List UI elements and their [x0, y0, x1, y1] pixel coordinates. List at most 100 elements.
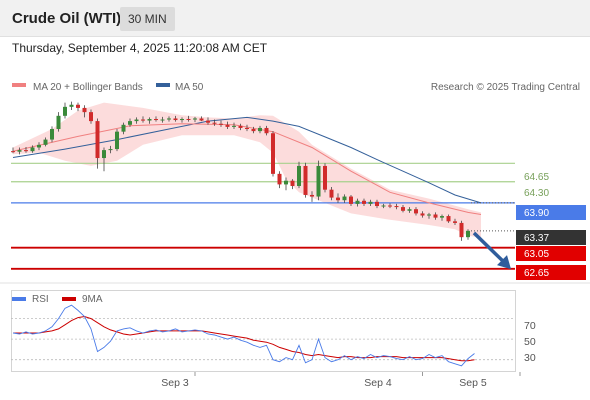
candle-body [401, 207, 405, 211]
level-label-63-37: 63.37 [524, 233, 549, 244]
candle-body [108, 149, 113, 151]
candle-body [336, 197, 340, 201]
candle-body [160, 119, 165, 121]
candle-body [238, 125, 243, 128]
candle-body [271, 133, 275, 174]
ma50-legend-swatch [156, 83, 170, 87]
rsi-tick-30: 30 [524, 352, 536, 364]
candle-body [297, 165, 301, 186]
rsi-legend-swatch [12, 297, 26, 301]
candle-body [349, 196, 353, 204]
candle-body [407, 209, 412, 211]
candle-body [466, 230, 470, 238]
candle-body [329, 189, 334, 198]
candle-body [375, 201, 379, 207]
rsi-plot [11, 304, 521, 376]
candle-body [368, 201, 373, 204]
candle-body [316, 165, 321, 197]
candle-body [433, 214, 438, 218]
candle-body [362, 200, 366, 204]
instrument-title: Crude Oil (WTI) [12, 10, 122, 27]
rsi-ma-line [13, 315, 475, 362]
candle-body [141, 119, 145, 121]
ma20-line [12, 123, 482, 215]
candle-body [121, 124, 126, 132]
candle-body [186, 118, 191, 120]
candle-body [323, 165, 327, 190]
candle-body [440, 216, 444, 218]
level-label-64-65: 64.65 [524, 172, 549, 183]
candle-body [355, 200, 360, 204]
last-price-tag [516, 230, 586, 245]
candle-body [11, 151, 15, 153]
candle-body [342, 196, 347, 201]
candle-body [414, 209, 418, 214]
candle-body [115, 131, 119, 150]
candle-body [173, 118, 178, 121]
level-label-62-65: 62.65 [524, 268, 549, 279]
level-label-63-05: 63.05 [524, 249, 549, 260]
x-tick-sep4: Sep 4 [364, 377, 392, 389]
bollinger-band [13, 102, 481, 238]
candle-body [167, 118, 171, 120]
candle-body [134, 119, 139, 122]
candle-body [43, 139, 48, 145]
candle-body [381, 205, 386, 207]
candle-body [459, 222, 464, 238]
candle-body [284, 180, 288, 185]
x-tick-sep5: Sep 5 [459, 377, 487, 389]
ma20-legend-swatch [12, 83, 26, 87]
candle-body [76, 104, 80, 108]
candle-body [147, 118, 152, 121]
x-tick-sep3: Sep 3 [161, 377, 189, 389]
candle-body [206, 120, 210, 123]
candle-body [446, 216, 451, 222]
candle-body [50, 129, 54, 140]
candle-body [24, 150, 28, 152]
candle-body [193, 118, 197, 120]
candle-body [154, 118, 158, 121]
support2-level-tag [516, 265, 586, 280]
price-plot [11, 101, 515, 270]
candle-body [63, 106, 67, 116]
candle-body [245, 127, 249, 130]
watermark: Research © 2025 Trading Central [431, 82, 580, 93]
candle-body [180, 118, 184, 121]
candle-body [232, 125, 236, 127]
rsi-line [12, 304, 475, 367]
candle-body [69, 104, 74, 107]
candle-body [212, 122, 217, 124]
rsi-legend-label: RSI [32, 294, 49, 305]
candle-body [89, 112, 93, 122]
candle-body [310, 194, 314, 197]
ma50-line [12, 116, 482, 204]
ma20-legend-label: MA 20 + Bollinger Bands [33, 82, 143, 93]
candle-body [30, 147, 35, 152]
pivot-level-tag [516, 205, 586, 220]
timeframe-button[interactable]: 30 MIN [120, 7, 175, 31]
candle-body [388, 205, 392, 207]
candle-body [37, 144, 41, 148]
rsi-tick-70: 70 [524, 320, 536, 332]
candle-body [17, 150, 22, 152]
level-label-63-90: 63.90 [524, 208, 549, 219]
rsi-panel-frame [11, 290, 516, 372]
candle-body [82, 107, 87, 113]
forecast-arrow-line [472, 231, 505, 263]
rsi-ma-legend-swatch [62, 297, 76, 301]
candle-body [427, 214, 431, 216]
candle-body [303, 165, 308, 195]
rsi-ma-legend-label: 9MA [82, 294, 103, 305]
ma50-legend-label: MA 50 [175, 82, 204, 93]
chart-header: Crude Oil (WTI) 30 MIN [0, 0, 590, 37]
candle-body [102, 150, 106, 159]
candle-body [258, 127, 262, 132]
candle-body [420, 213, 425, 216]
candle-body [219, 123, 223, 125]
candle-body [128, 121, 132, 125]
candle-body [394, 206, 399, 208]
support1-level-tag [516, 246, 586, 261]
candle-body [264, 127, 269, 134]
candle-body [251, 129, 256, 132]
